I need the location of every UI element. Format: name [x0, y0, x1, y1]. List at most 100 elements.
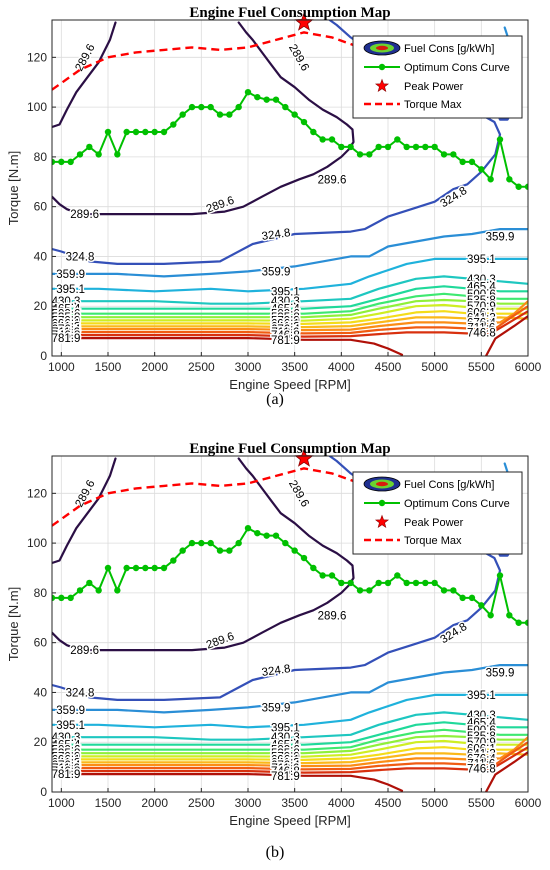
optimum-cons-point [310, 564, 317, 572]
optimum-cons-point [468, 158, 476, 166]
contour-label: 359.9 [262, 702, 291, 714]
contour-label: 395.1 [56, 284, 85, 296]
x-tick-label: 5500 [468, 796, 495, 810]
optimum-cons-point [478, 166, 485, 173]
contour-label: 500.6 [271, 309, 300, 321]
contour-label: 395.1 [271, 722, 300, 734]
series [52, 31, 528, 190]
optimum-cons-point [394, 136, 401, 143]
optimum-cons-point [506, 176, 513, 183]
contour-label: 359.9 [56, 269, 85, 281]
optimum-cons-point [459, 158, 466, 166]
chart-title: Engine Fuel Consumption Map [189, 5, 390, 21]
contour-label: 289.6 [318, 610, 347, 622]
optimum-cons-point [95, 587, 102, 594]
optimum-cons-point [310, 128, 317, 136]
optimum-cons-point [226, 547, 233, 554]
contour-label: 465.4 [52, 740, 81, 752]
optimum-cons-point [524, 619, 528, 626]
contour-289-6 [52, 457, 117, 565]
x-tick-label: 6000 [515, 796, 542, 810]
optimum-cons-point [515, 619, 522, 626]
optimum-cons-point [95, 151, 102, 158]
contour-781-9 [484, 751, 528, 792]
contour-781-9 [52, 337, 404, 356]
contour-label: 289.6 [318, 174, 347, 186]
optimum-cons-point [412, 143, 420, 151]
torque-max-line [52, 31, 361, 91]
optimum-cons-point [496, 572, 504, 579]
x-tick-label: 4000 [328, 360, 355, 374]
optimum-cons-point [86, 579, 93, 587]
y-tick-label: 0 [40, 785, 47, 799]
optimum-cons-point [375, 143, 382, 151]
y-tick-label: 0 [40, 349, 47, 363]
legend-entry: Fuel Cons [g/kWh] [404, 43, 494, 55]
contour-676-4 [52, 300, 528, 332]
contour-label: 746.8 [467, 327, 496, 339]
contour-label: 395.1 [467, 690, 496, 702]
optimum-cons-point [291, 547, 298, 554]
optimum-cons-point [422, 579, 429, 587]
contour-label: 430.3 [467, 710, 496, 722]
contour-label: 746.8 [52, 766, 81, 778]
legend: Fuel Cons [g/kWh] Optimum Cons Curve Peak … [352, 35, 523, 119]
optimum-cons-point [440, 151, 448, 158]
contour-lines [52, 20, 528, 356]
optimum-cons-point [515, 183, 522, 190]
contour-465-4 [52, 721, 528, 746]
optimum-cons-point [431, 579, 438, 587]
chart-panel-a: 289.6289.6289.6289.6289.6324.8324.8324.8… [6, 5, 542, 408]
optimum-cons-point [496, 136, 504, 143]
optimum-cons-point [142, 128, 149, 136]
optimum-cons-point [235, 539, 242, 547]
contour-label: 676.4 [467, 753, 496, 765]
legend-optimum-swatch [378, 63, 386, 71]
contour-label: 500.6 [52, 745, 81, 757]
contour-label: 430.3 [271, 732, 300, 744]
optimum-cons-point [328, 136, 336, 143]
optimum-cons-point [76, 151, 84, 158]
contour-641-3 [52, 316, 528, 329]
x-tick-label: 1500 [95, 360, 122, 374]
optimum-cons-point [440, 587, 448, 594]
x-tick-label: 1000 [48, 360, 75, 374]
x-tick-label: 3000 [235, 796, 262, 810]
optimum-cons-point [67, 594, 74, 602]
contour-label: 465.4 [271, 304, 300, 316]
contour-535-8 [52, 734, 528, 755]
optimum-cons-point [384, 579, 392, 587]
optimum-cons-point [104, 128, 112, 136]
legend-entry: Optimum Cons Curve [404, 498, 510, 510]
optimum-cons-point [179, 547, 186, 554]
optimum-cons-point [403, 143, 410, 151]
contour-label: 430.3 [271, 296, 300, 308]
contour-label: 781.9 [52, 333, 81, 345]
optimum-cons-point [338, 143, 345, 151]
contour-746-8 [52, 310, 528, 338]
legend-peak-swatch [374, 514, 390, 529]
y-tick-label: 60 [34, 636, 48, 650]
optimum-cons-point [58, 594, 65, 602]
optimum-cons-point [151, 128, 158, 136]
optimum-cons-point [356, 151, 364, 158]
optimum-cons-point [207, 539, 214, 547]
contour-535-8 [52, 298, 528, 319]
optimum-cons-point [282, 103, 289, 111]
optimum-cons-point [254, 93, 261, 101]
contour-lines [52, 456, 528, 792]
y-tick-label: 20 [34, 735, 48, 749]
contour-label: 711.6 [467, 322, 495, 334]
optimum-cons-point [216, 111, 224, 118]
optimum-cons-point [188, 103, 196, 111]
panel-caption: (a) [266, 391, 284, 408]
optimum-cons-point [478, 602, 485, 609]
contour-711-6 [52, 305, 528, 335]
optimum-cons-point [338, 579, 345, 587]
optimum-cons-point [86, 143, 93, 151]
legend-contour-swatch [376, 481, 388, 487]
optimum-cons-point [160, 128, 168, 136]
x-tick-label: 4500 [375, 796, 402, 810]
x-tick-label: 4500 [375, 360, 402, 374]
optimum-cons-point [356, 587, 364, 594]
